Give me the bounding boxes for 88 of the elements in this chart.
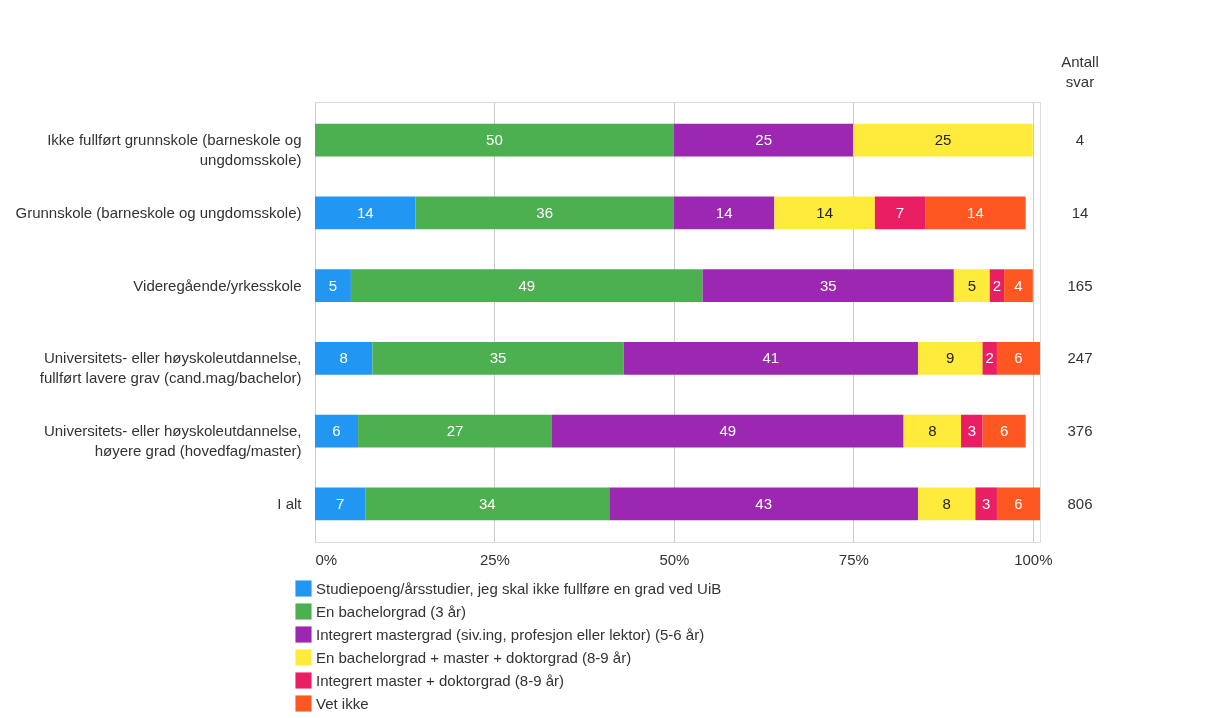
text: 806 [1067,494,1093,512]
bar [315,487,366,521]
text: 165 [1067,276,1093,294]
data-label: 14 [967,203,984,221]
bar [1004,269,1033,302]
data-label: 6 [1014,349,1023,367]
bar [975,487,997,521]
bar [903,414,962,448]
data-label: 5 [967,276,976,294]
x-tick-label: 50% [659,550,690,568]
bar [982,414,1026,448]
legend-label: Studiepoeng/årsstudier, jeg skal ikke fullføre en grad ved UiB [316,579,722,597]
data-label: 41 [762,349,780,367]
bar [996,342,1040,375]
y-tick-label: I alt [277,494,303,512]
data-label: 25 [934,131,952,149]
x-tick-label: 75% [838,550,869,568]
text: Antall svar [1061,53,1099,90]
data-label: 3 [981,494,991,512]
bar [315,342,373,375]
legend-label: En bachelorgrad + master + doktorgrad (8-9 år) [316,648,632,666]
data-label: 6 [999,422,1009,440]
data-label: 9 [946,349,955,367]
bar [874,196,926,230]
data-label: 6 [1014,494,1023,512]
bar [774,196,875,230]
bar [917,487,976,521]
y-tick-label: Universitets- eller høyskoleutdannelse, fullført lavere grav (cand.mag/bachelor) [39,349,302,387]
data-label: 27 [446,422,464,440]
data-label: 2 [985,349,994,367]
data-label: 50 [486,131,503,149]
bar [925,196,1026,230]
x-tick-label: 100% [1014,550,1053,568]
data-label: 8 [928,422,937,440]
data-label: 6 [332,422,341,440]
bar [365,487,610,521]
bar [315,414,359,448]
x-tick-label: 25% [479,550,510,568]
bar [953,269,990,302]
y-tick-label: Videregående/yrkesskole [133,276,302,294]
y-tick-label: Ikke fullført grunnskole (barneskole og ungdomsskole) [47,131,302,169]
y-tick-label: Universitets- eller høyskoleutdannelse, høyere grad (hovedfag/master) [43,422,302,460]
bar [350,269,703,302]
bar [673,123,854,157]
data-label: 14 [356,203,374,221]
data-label: 25 [755,131,772,149]
bar [315,196,416,230]
legend-label: Vet ikke [316,694,369,712]
bar [853,123,1033,157]
bar [415,196,674,230]
bar [961,414,983,448]
bar [315,269,351,302]
bar [917,342,983,375]
bar [702,269,954,302]
bar [609,487,918,521]
bar [673,196,775,230]
text: 4 [1075,131,1085,149]
legend-label: Integrert mastergrad (siv.ing, profesjon eller lektor) (5-6 år) [316,625,705,643]
bar [358,414,552,448]
data-label: 7 [335,494,345,512]
data-label: 14 [715,203,733,221]
bar [996,487,1040,521]
data-label: 7 [895,203,905,221]
text: 14 [1071,203,1089,221]
data-label: 5 [328,276,338,294]
data-label: 3 [967,422,976,440]
legend-label: Integrert master + doktorgrad (8-9 år) [316,671,565,689]
data-label: 36 [536,203,554,221]
data-label: 43 [755,494,772,512]
data-label: 4 [1014,276,1023,294]
data-label: 34 [478,494,496,512]
bar [623,342,918,375]
y-tick-label: Grunnskole (barneskole og ungdomsskole) [15,203,302,221]
bar [372,342,624,375]
bar [315,123,674,157]
bar [551,414,904,448]
data-label: 49 [719,422,737,440]
data-label: 2 [992,276,1002,294]
text: 376 [1067,422,1093,440]
data-label: 35 [489,349,507,367]
data-label: 49 [518,276,536,294]
legend-label: En bachelorgrad (3 år) [316,602,467,620]
data-label: 14 [816,203,833,221]
data-label: 8 [942,494,951,512]
data-label: 8 [339,349,348,367]
x-tick-label: 0% [315,550,338,568]
data-label: 35 [819,276,837,294]
text: 247 [1067,349,1093,367]
